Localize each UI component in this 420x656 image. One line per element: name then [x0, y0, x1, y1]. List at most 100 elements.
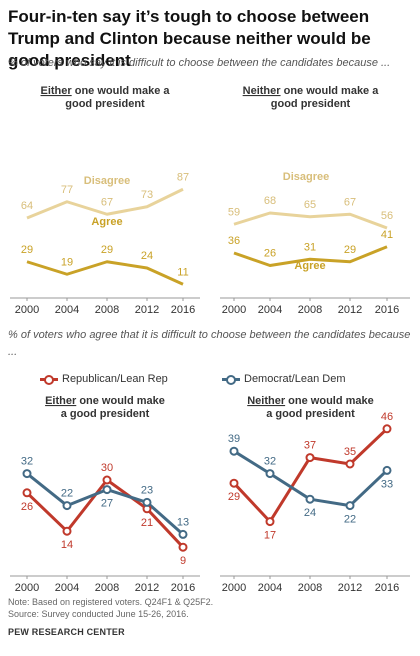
- data-point: [382, 424, 392, 434]
- panel-title-rest: one would make: [285, 395, 374, 407]
- data-label: 46: [381, 411, 393, 423]
- x-tick-label: 2008: [298, 304, 322, 316]
- data-label: 56: [381, 210, 393, 222]
- panel-title-line2: a good president: [266, 408, 355, 420]
- series-name-label: Agree: [91, 216, 122, 228]
- x-tick-label: 2004: [258, 582, 282, 594]
- legend-republican-label: Republican/Lean Rep: [62, 373, 168, 385]
- data-point: [22, 469, 32, 479]
- data-label: 29: [344, 244, 356, 256]
- data-label: 23: [141, 484, 153, 496]
- data-label: 68: [264, 195, 276, 207]
- series-line-a: [26, 187, 184, 220]
- series-line-b: [26, 260, 184, 286]
- panel-title-emphasis: Neither: [243, 85, 282, 97]
- data-label: 87: [177, 171, 189, 183]
- data-point: [305, 453, 315, 463]
- x-tick-label: 2012: [338, 304, 362, 316]
- x-tick-label: 2004: [258, 304, 282, 316]
- data-label: 67: [344, 196, 356, 208]
- data-label: 11: [177, 266, 188, 278]
- data-point: [22, 488, 32, 498]
- legend-republican-swatch: [40, 374, 58, 385]
- data-point: [62, 501, 72, 511]
- data-point: [382, 465, 392, 475]
- data-label: 29: [228, 491, 240, 503]
- data-label: 33: [381, 478, 393, 490]
- x-tick-label: 2008: [95, 304, 119, 316]
- x-tick-label: 2016: [375, 304, 399, 316]
- top-subtitle: % of voters who say it is difficult to c…: [8, 57, 391, 69]
- panel-title-emphasis: Either: [45, 395, 77, 407]
- data-label: 14: [61, 539, 73, 551]
- data-label: 32: [21, 456, 33, 468]
- x-tick-label: 2016: [171, 304, 195, 316]
- data-point: [345, 459, 355, 469]
- data-label: 35: [344, 446, 356, 458]
- data-label: 9: [180, 555, 186, 567]
- panel-title-rest: one would make: [76, 395, 165, 407]
- panel-title-emphasis: Neither: [247, 395, 286, 407]
- data-point: [102, 485, 112, 495]
- panel-title-emphasis: Either: [41, 85, 73, 97]
- legend-republican: Republican/Lean Rep: [40, 371, 168, 387]
- data-point: [178, 529, 188, 539]
- data-label: 27: [101, 498, 113, 510]
- series-name-label: Disagree: [283, 171, 329, 183]
- x-tick-label: 2000: [222, 304, 246, 316]
- x-tick-label: 2012: [135, 582, 159, 594]
- series-name-label: Disagree: [84, 175, 130, 187]
- data-label: 65: [304, 199, 316, 211]
- x-tick-label: 2016: [375, 582, 399, 594]
- source-text: Source: Survey conducted June 15-26, 201…: [8, 609, 189, 619]
- panel-title-line2: good president: [65, 98, 145, 110]
- data-point: [102, 475, 112, 485]
- data-label: 26: [21, 501, 33, 513]
- data-point: [178, 542, 188, 552]
- data-label: 30: [101, 462, 113, 474]
- x-tick-label: 2008: [95, 582, 119, 594]
- data-label: 19: [61, 256, 73, 268]
- data-label: 17: [264, 530, 276, 542]
- panel-title-line1: Either one would make a: [41, 85, 171, 97]
- data-point: [229, 446, 239, 456]
- data-label: 41: [381, 229, 393, 241]
- page-title: Four-in-ten say it’s tough to choose bet…: [8, 7, 371, 70]
- data-label: 37: [304, 440, 316, 452]
- data-point: [142, 497, 152, 507]
- data-point: [265, 517, 275, 527]
- data-point: [229, 478, 239, 488]
- data-point: [62, 526, 72, 536]
- data-label: 22: [344, 514, 356, 526]
- data-label: 29: [21, 244, 33, 256]
- data-label: 26: [264, 248, 276, 260]
- data-label: 59: [228, 206, 240, 218]
- data-label: 77: [61, 184, 73, 196]
- legend-democrat-swatch: [222, 374, 240, 385]
- x-tick-label: 2000: [222, 582, 246, 594]
- data-label: 24: [304, 507, 316, 519]
- x-tick-label: 2016: [171, 582, 195, 594]
- data-label: 29: [101, 244, 113, 256]
- footnote: Note: Based on registered voters. Q24F1 …: [8, 596, 213, 620]
- x-tick-label: 2004: [55, 582, 79, 594]
- data-label: 67: [101, 196, 113, 208]
- panel-title-line1: Either one would make: [45, 395, 165, 407]
- data-point: [305, 494, 315, 504]
- note-text: Note: Based on registered voters. Q24F1 …: [8, 597, 214, 607]
- x-tick-label: 2012: [338, 582, 362, 594]
- panel-title-line2: good president: [271, 98, 351, 110]
- panel-title-line1: Neither one would make a: [243, 85, 380, 97]
- data-point: [265, 469, 275, 479]
- x-tick-label: 2000: [15, 582, 39, 594]
- data-label: 39: [228, 433, 240, 445]
- legend-democrat-label: Democrat/Lean Dem: [244, 373, 346, 385]
- data-label: 31: [304, 241, 316, 253]
- series-name-label: Agree: [294, 260, 325, 272]
- panel-title-line2: a good president: [61, 408, 150, 420]
- data-point: [345, 501, 355, 511]
- x-tick-label: 2012: [135, 304, 159, 316]
